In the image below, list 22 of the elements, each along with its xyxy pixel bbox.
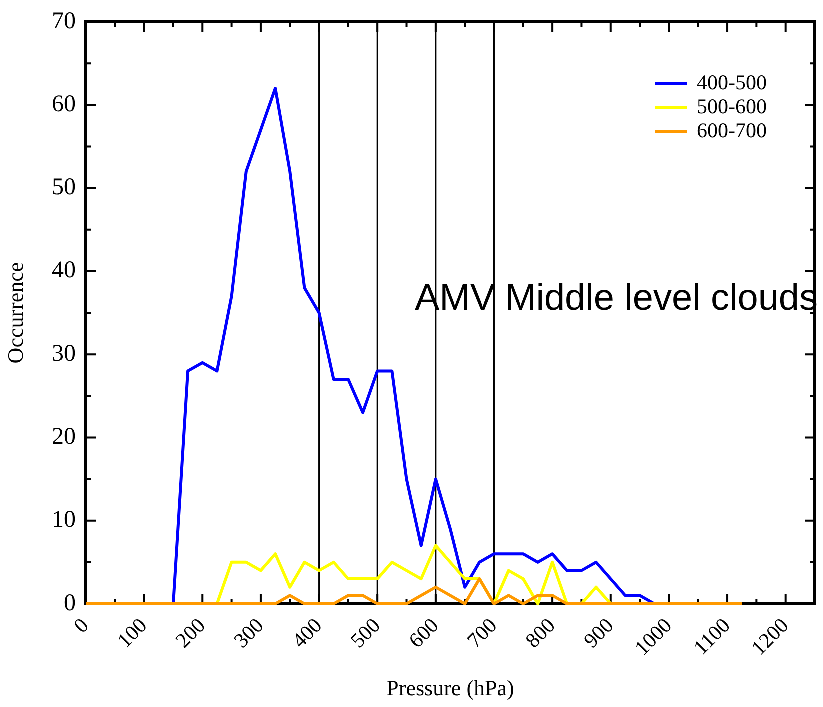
legend-label: 600-700 — [697, 118, 767, 143]
x-tick-label: 800 — [520, 613, 560, 653]
x-tick-label: 900 — [579, 613, 618, 653]
x-tick-label: 100 — [112, 613, 152, 653]
y-axis-title: Occurrence — [2, 262, 28, 364]
x-tick-label: 400 — [287, 613, 327, 653]
x-tick-label: 500 — [346, 613, 386, 653]
x-tick-label: 1100 — [688, 613, 735, 660]
y-tick-label: 70 — [52, 8, 76, 34]
y-tick-label: 10 — [52, 507, 76, 534]
x-tick-label: 200 — [170, 613, 210, 653]
x-tick-label: 600 — [404, 613, 444, 653]
y-tick-label: 60 — [52, 91, 76, 118]
legend-label: 400-500 — [697, 70, 767, 95]
legend-label: 500-600 — [697, 94, 767, 119]
y-tick-label: 50 — [52, 174, 76, 201]
x-axis-title: Pressure (hPa) — [386, 676, 514, 701]
y-tick-label: 30 — [52, 340, 76, 367]
x-tick-label: 300 — [229, 613, 268, 653]
x-tick-label: 700 — [462, 613, 502, 653]
y-tick-label: 20 — [52, 424, 76, 450]
y-tick-label: 40 — [52, 258, 76, 284]
